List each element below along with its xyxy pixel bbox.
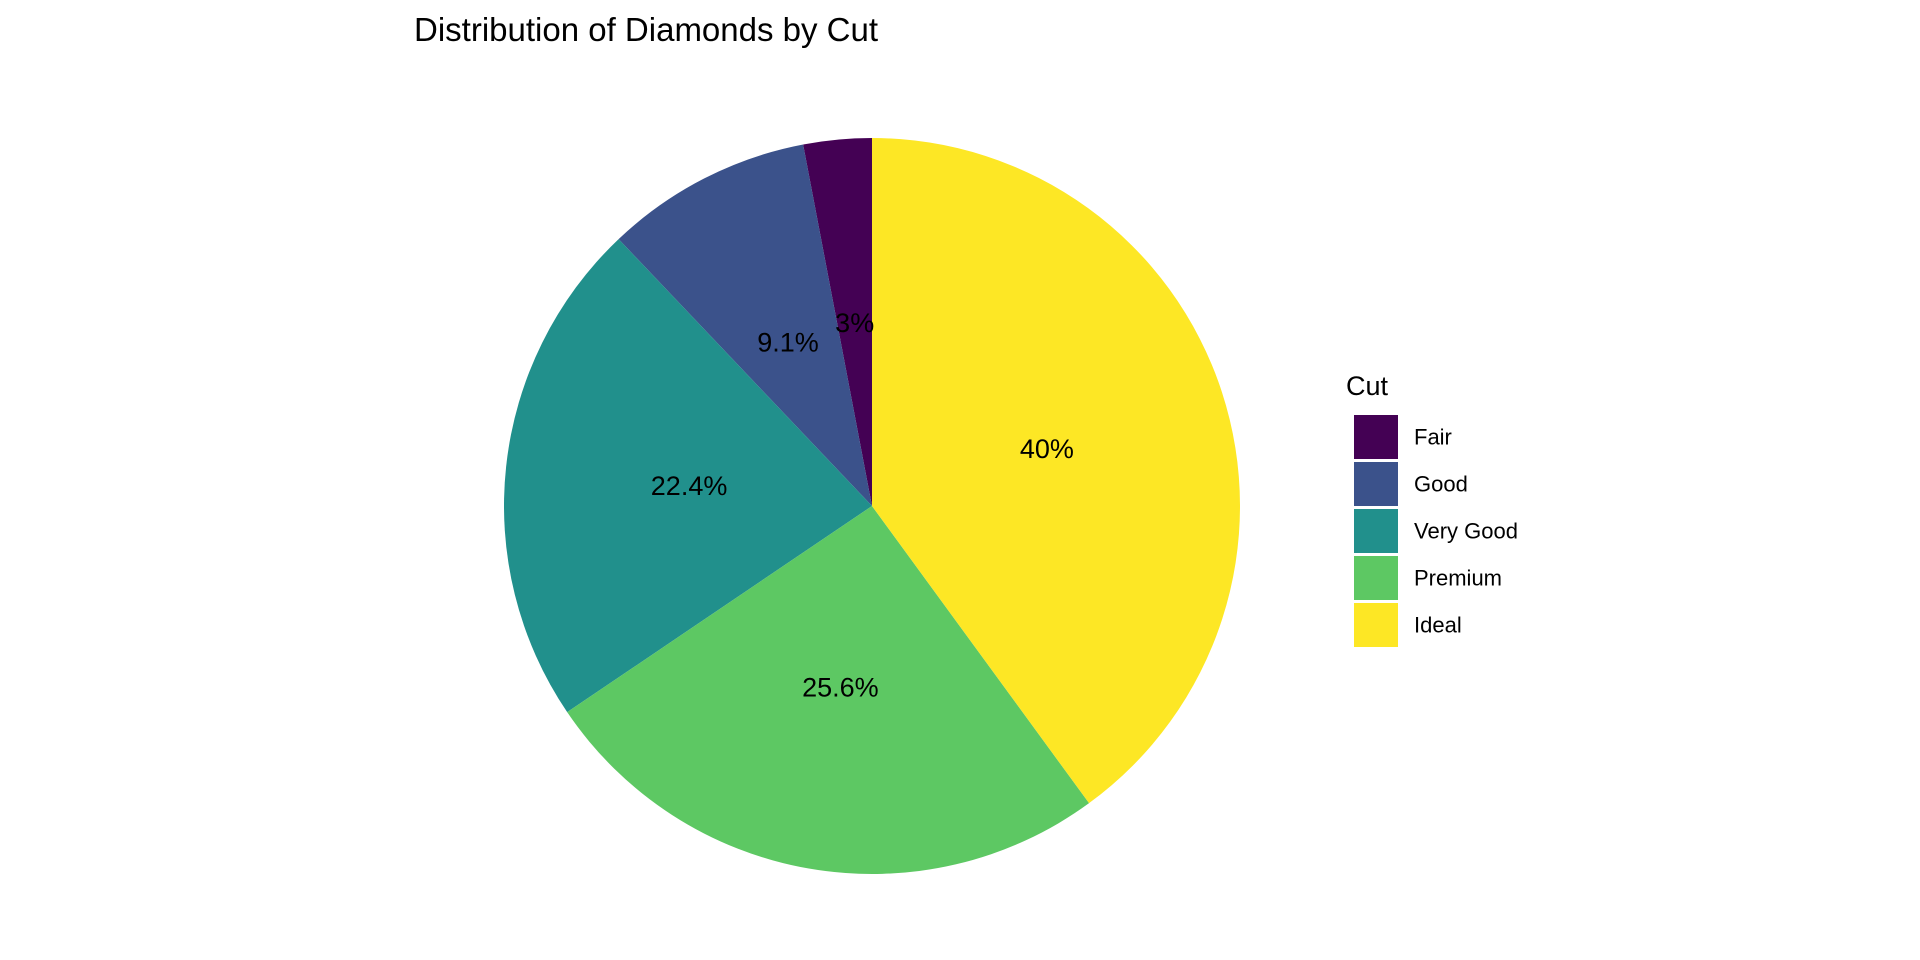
pie-slice-ideal: [872, 138, 1240, 804]
legend-swatch-good: [1354, 462, 1398, 506]
pie-slice-very-good: [504, 239, 872, 713]
legend-swatch-very-good: [1354, 509, 1398, 553]
legend-items: Fair Good Very Good Premium Ideal: [1354, 415, 1518, 647]
legend-label-very-good: Very Good: [1414, 519, 1518, 544]
pie-slice-premium: [567, 506, 1090, 874]
legend-label-ideal: Ideal: [1414, 613, 1462, 638]
legend-title: Cut: [1346, 371, 1389, 401]
slice-label-very-good: 22.4%: [651, 471, 728, 501]
legend-label-fair: Fair: [1414, 425, 1452, 450]
slice-label-good: 9.1%: [757, 327, 819, 357]
legend-swatch-premium: [1354, 556, 1398, 600]
slice-label-fair: 3%: [835, 308, 874, 338]
pie-slices: [504, 138, 1240, 874]
pie-slice-good: [618, 144, 872, 506]
chart-title: Distribution of Diamonds by Cut: [414, 11, 878, 48]
legend-label-premium: Premium: [1414, 566, 1502, 591]
pie-slice-fair: [803, 138, 872, 506]
legend-swatch-ideal: [1354, 603, 1398, 647]
legend-swatch-fair: [1354, 415, 1398, 459]
legend-label-good: Good: [1414, 472, 1468, 497]
pie-slice-labels: 3% 9.1% 22.4% 25.6% 40%: [651, 308, 1074, 702]
slice-label-ideal: 40%: [1020, 434, 1074, 464]
slice-label-premium: 25.6%: [802, 672, 879, 702]
legend: Cut Fair Good Very Good Premium Ideal: [1346, 371, 1518, 647]
